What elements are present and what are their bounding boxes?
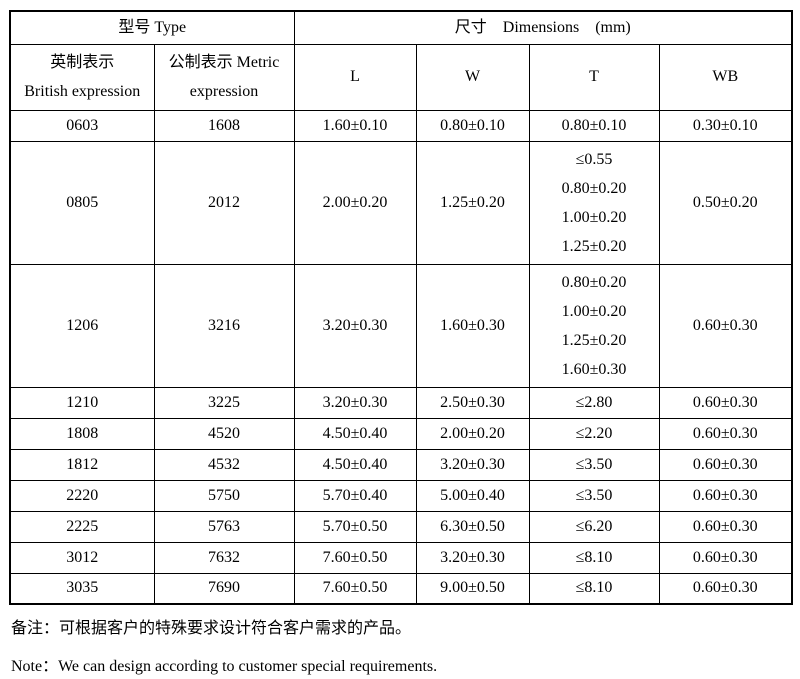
t-value-line: 1.00±0.20	[561, 302, 627, 320]
cell-british: 1808	[9, 417, 155, 450]
cell-w: 1.25±0.20	[415, 140, 530, 265]
cell-british: 2225	[9, 510, 155, 543]
table-row: 1812 4532 4.50±0.40 3.20±0.30 ≤3.50 0.60…	[9, 448, 793, 481]
cell-wb: 0.60±0.30	[658, 572, 793, 605]
cell-l: 4.50±0.40	[293, 417, 417, 450]
column-header-metric-en: expression	[189, 83, 259, 100]
cell-british: 0603	[9, 109, 155, 142]
column-header-metric: 公制表示 Metric expression	[153, 43, 295, 111]
cell-metric: 5750	[153, 479, 295, 512]
cell-wb: 0.60±0.30	[658, 448, 793, 481]
column-header-metric-cn: 公制表示 Metric	[168, 54, 280, 71]
cell-w: 5.00±0.40	[415, 479, 530, 512]
table-header-row-columns: 英制表示 British expression 公制表示 Metric expr…	[9, 43, 793, 111]
cell-w: 0.80±0.10	[415, 109, 530, 142]
cell-w: 3.20±0.30	[415, 448, 530, 481]
column-header-l: L	[293, 43, 417, 111]
t-value-line: 1.25±0.20	[561, 331, 627, 349]
cell-wb: 0.60±0.30	[658, 417, 793, 450]
cell-w: 2.50±0.30	[415, 386, 530, 419]
table-row: 2225 5763 5.70±0.50 6.30±0.50 ≤6.20 0.60…	[9, 510, 793, 543]
cell-t: ≤3.50	[528, 479, 660, 512]
cell-wb: 0.60±0.30	[658, 386, 793, 419]
table-row: 1808 4520 4.50±0.40 2.00±0.20 ≤2.20 0.60…	[9, 417, 793, 450]
cell-wb: 0.60±0.30	[658, 479, 793, 512]
cell-metric: 4532	[153, 448, 295, 481]
t-value-line: 1.00±0.20	[561, 208, 627, 226]
cell-l: 4.50±0.40	[293, 448, 417, 481]
cell-metric: 1608	[153, 109, 295, 142]
cell-british: 3012	[9, 541, 155, 574]
cell-l: 5.70±0.50	[293, 510, 417, 543]
table-row: 0603 1608 1.60±0.10 0.80±0.10 0.80±0.10 …	[9, 109, 793, 142]
cell-l: 7.60±0.50	[293, 541, 417, 574]
cell-l: 3.20±0.30	[293, 263, 417, 388]
cell-t: 0.80±0.10	[528, 109, 660, 142]
column-header-british-en: British expression	[24, 83, 141, 100]
cell-wb: 0.60±0.30	[658, 541, 793, 574]
cell-metric: 3225	[153, 386, 295, 419]
cell-w: 3.20±0.30	[415, 541, 530, 574]
table-row: 0805 2012 2.00±0.20 1.25±0.20 ≤0.55 0.80…	[9, 140, 793, 265]
cell-british: 2220	[9, 479, 155, 512]
cell-l: 3.20±0.30	[293, 386, 417, 419]
table-row: 2220 5750 5.70±0.40 5.00±0.40 ≤3.50 0.60…	[9, 479, 793, 512]
dimensions-group-header: 尺寸 Dimensions (mm)	[293, 10, 793, 45]
column-header-british-cn: 英制表示	[50, 54, 115, 71]
cell-t: ≤6.20	[528, 510, 660, 543]
table-header-row-groups: 型号 Type 尺寸 Dimensions (mm)	[9, 10, 793, 45]
table-row: 3035 7690 7.60±0.50 9.00±0.50 ≤8.10 0.60…	[9, 572, 793, 605]
cell-wb: 0.50±0.20	[658, 140, 793, 265]
cell-t: ≤8.10	[528, 541, 660, 574]
cell-t: ≤2.20	[528, 417, 660, 450]
cell-british: 3035	[9, 572, 155, 605]
cell-british: 0805	[9, 140, 155, 265]
cell-metric: 4520	[153, 417, 295, 450]
cell-w: 9.00±0.50	[415, 572, 530, 605]
cell-wb: 0.60±0.30	[658, 510, 793, 543]
column-header-w: W	[415, 43, 530, 111]
column-header-british: 英制表示 British expression	[9, 43, 155, 111]
cell-t: ≤2.80	[528, 386, 660, 419]
cell-british: 1210	[9, 386, 155, 419]
dimensions-table: 型号 Type 尺寸 Dimensions (mm) 英制表示 British …	[9, 10, 794, 605]
cell-t: ≤3.50	[528, 448, 660, 481]
cell-w: 2.00±0.20	[415, 417, 530, 450]
cell-t: 0.80±0.20 1.00±0.20 1.25±0.20 1.60±0.30	[528, 263, 660, 388]
cell-metric: 7690	[153, 572, 295, 605]
t-value-line: ≤0.55	[575, 150, 613, 168]
cell-metric: 2012	[153, 140, 295, 265]
cell-wb: 0.60±0.30	[658, 263, 793, 388]
cell-l: 5.70±0.40	[293, 479, 417, 512]
table-row: 1206 3216 3.20±0.30 1.60±0.30 0.80±0.20 …	[9, 263, 793, 388]
cell-t: ≤8.10	[528, 572, 660, 605]
cell-metric: 3216	[153, 263, 295, 388]
cell-t: ≤0.55 0.80±0.20 1.00±0.20 1.25±0.20	[528, 140, 660, 265]
table-row: 1210 3225 3.20±0.30 2.50±0.30 ≤2.80 0.60…	[9, 386, 793, 419]
cell-w: 6.30±0.50	[415, 510, 530, 543]
cell-british: 1206	[9, 263, 155, 388]
cell-l: 7.60±0.50	[293, 572, 417, 605]
cell-w: 1.60±0.30	[415, 263, 530, 388]
note-chinese: 备注：可根据客户的特殊要求设计符合客户需求的产品。	[11, 620, 412, 637]
t-value-line: 1.25±0.20	[561, 237, 627, 255]
column-header-t: T	[528, 43, 660, 111]
table-row: 3012 7632 7.60±0.50 3.20±0.30 ≤8.10 0.60…	[9, 541, 793, 574]
t-value-line: 1.60±0.30	[561, 360, 627, 378]
cell-metric: 7632	[153, 541, 295, 574]
type-group-header: 型号 Type	[9, 10, 295, 45]
cell-british: 1812	[9, 448, 155, 481]
notes-section: 备注：可根据客户的特殊要求设计符合客户需求的产品。 Note：We can de…	[9, 619, 791, 678]
t-value-line: 0.80±0.20	[561, 273, 627, 291]
cell-l: 1.60±0.10	[293, 109, 417, 142]
cell-l: 2.00±0.20	[293, 140, 417, 265]
cell-metric: 5763	[153, 510, 295, 543]
column-header-wb: WB	[658, 43, 793, 111]
cell-wb: 0.30±0.10	[658, 109, 793, 142]
note-english: Note：We can design according to customer…	[11, 657, 438, 675]
t-value-line: 0.80±0.20	[561, 179, 627, 197]
